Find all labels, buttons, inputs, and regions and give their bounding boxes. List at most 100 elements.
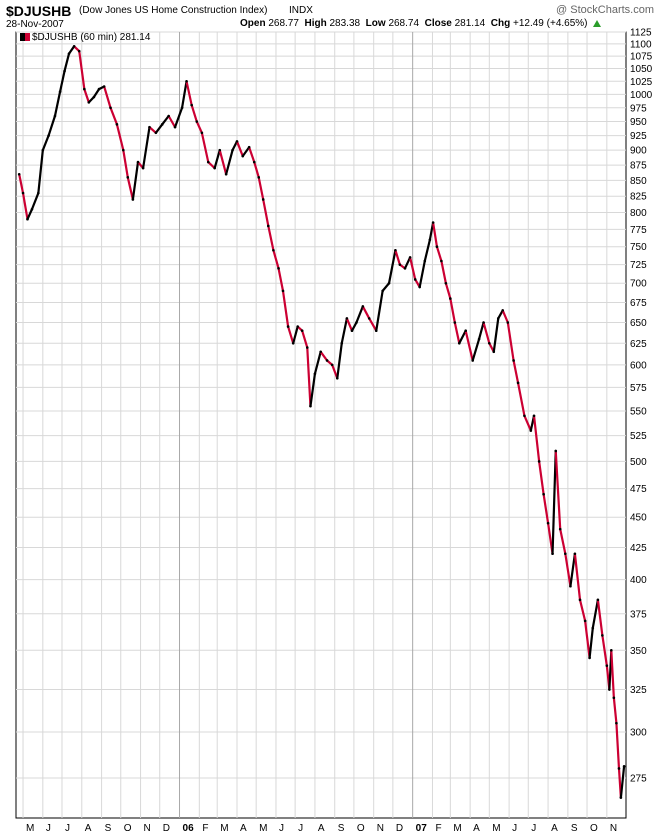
x-tick-label: J — [65, 823, 70, 834]
price-segment — [148, 126, 157, 134]
price-point — [573, 552, 577, 556]
price-segment — [272, 249, 280, 270]
price-segment — [423, 238, 432, 263]
price-segment — [497, 309, 504, 320]
x-tick-label: S — [105, 823, 112, 834]
price-segment — [409, 256, 417, 281]
price-point — [523, 414, 526, 418]
price-point — [492, 350, 496, 354]
price-point — [300, 329, 304, 333]
price-point — [272, 248, 275, 252]
y-tick-label: 475 — [630, 484, 647, 495]
x-tick-label: N — [377, 823, 384, 834]
price-point — [398, 263, 402, 266]
price-point — [457, 341, 461, 345]
price-point — [537, 460, 541, 463]
y-tick-label: 875 — [630, 161, 647, 172]
price-point — [374, 329, 378, 333]
x-tick-label: O — [590, 823, 598, 834]
price-segment — [375, 289, 384, 332]
price-segment — [464, 329, 474, 362]
price-point — [610, 649, 613, 652]
price-point — [471, 359, 475, 362]
price-point — [17, 172, 21, 176]
price-point — [418, 285, 421, 289]
price-point — [41, 148, 45, 152]
price-point — [564, 552, 567, 556]
x-tick-label: A — [551, 823, 558, 834]
price-point — [200, 131, 204, 135]
price-segment — [37, 149, 44, 195]
x-tick-label: J — [512, 823, 517, 834]
x-tick-label: N — [144, 823, 151, 834]
price-point — [408, 256, 412, 259]
x-tick-label: A — [85, 823, 92, 834]
price-segment — [368, 317, 378, 332]
price-point — [224, 172, 228, 176]
price-segment — [200, 131, 210, 164]
price-segment — [231, 140, 239, 152]
x-tick-label: O — [357, 823, 365, 834]
price-point — [122, 148, 125, 152]
price-segment — [207, 160, 216, 170]
y-tick-label: 600 — [630, 360, 647, 371]
price-segment — [257, 176, 265, 201]
y-tick-label: 500 — [630, 457, 647, 468]
price-point — [291, 341, 295, 345]
x-tick-label: 07 — [416, 823, 428, 834]
price-segment — [612, 696, 618, 725]
price-point — [281, 289, 285, 293]
brand-logo[interactable]: @ StockCharts.com — [556, 4, 654, 16]
price-point — [296, 325, 299, 328]
price-point — [92, 95, 96, 99]
price-point — [529, 429, 533, 432]
price-segment — [185, 80, 193, 107]
y-tick-label: 425 — [630, 543, 647, 554]
x-tick-label: A — [240, 823, 247, 834]
price-point — [350, 329, 354, 333]
x-tick-label: A — [318, 823, 325, 834]
price-segment — [67, 45, 76, 55]
price-point — [488, 341, 491, 345]
price-segment — [387, 249, 397, 285]
price-point — [131, 198, 135, 201]
x-tick-label: J — [531, 823, 536, 834]
price-segment — [53, 90, 62, 118]
price-segment — [301, 329, 309, 349]
y-tick-label: 275 — [630, 774, 647, 785]
price-segment — [551, 449, 557, 555]
close-label: Close — [424, 18, 452, 29]
price-point — [345, 317, 349, 320]
x-tick-label: J — [279, 823, 284, 834]
plot-frame — [15, 31, 627, 819]
price-point — [591, 626, 595, 630]
price-point — [542, 492, 545, 496]
price-segment — [331, 363, 339, 380]
price-point — [319, 350, 322, 354]
price-segment — [554, 449, 562, 531]
price-segment — [126, 176, 134, 201]
y-tick-label: 800 — [630, 208, 647, 219]
price-point — [136, 160, 140, 164]
symbol-description: (Dow Jones US Home Construction Index) — [79, 5, 268, 16]
price-segment — [41, 134, 50, 152]
symbol-title: $DJUSHB — [6, 3, 72, 19]
price-segment — [92, 88, 101, 99]
price-segment — [440, 259, 447, 285]
price-segment — [591, 598, 599, 630]
price-segment — [584, 619, 591, 660]
up-arrow-icon — [593, 20, 602, 27]
price-point — [126, 176, 130, 179]
price-segment — [559, 528, 567, 555]
price-point — [601, 634, 604, 637]
quote-date: 28-Nov-2007 — [6, 19, 64, 30]
price-point — [578, 598, 582, 602]
price-segment — [449, 297, 456, 324]
price-segment — [18, 173, 25, 195]
price-point — [554, 449, 558, 453]
price-segment — [21, 191, 29, 221]
price-point — [431, 221, 435, 224]
price-point — [355, 321, 358, 324]
price-point — [612, 696, 616, 700]
y-tick-label: 975 — [630, 103, 647, 114]
